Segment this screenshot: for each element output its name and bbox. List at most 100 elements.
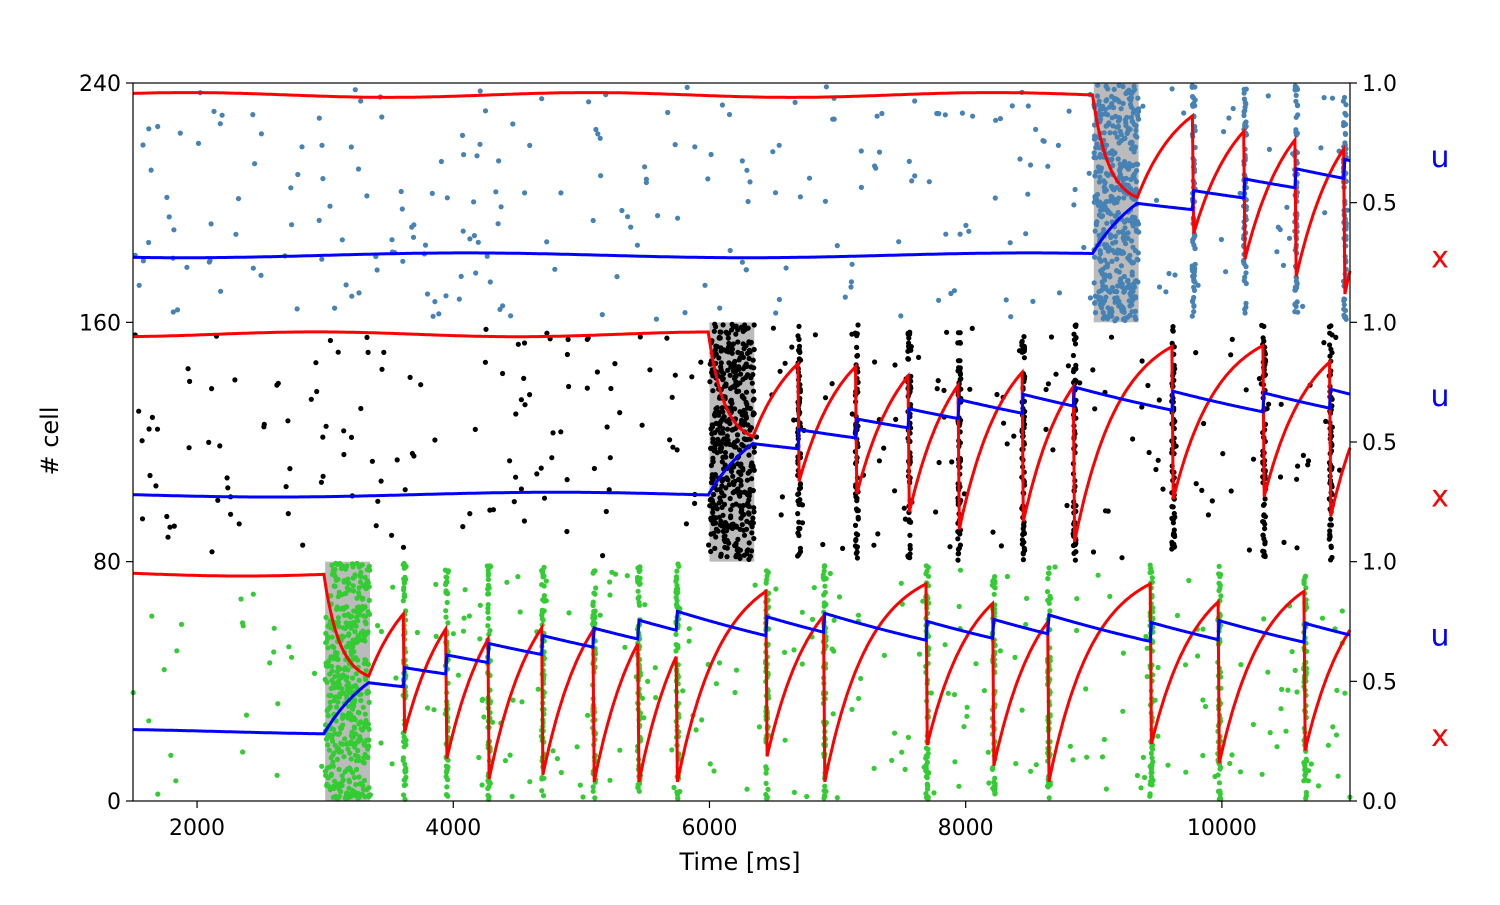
spike-dot xyxy=(136,282,142,288)
spike-dot xyxy=(719,102,726,108)
spike-dot xyxy=(1322,210,1328,216)
spike-dot xyxy=(1116,140,1122,146)
spike-dot xyxy=(1055,142,1061,148)
spike-dot xyxy=(823,84,830,90)
spike-dot xyxy=(558,769,564,776)
spike-dot xyxy=(430,313,436,319)
spike-dot xyxy=(358,98,364,104)
spike-dot xyxy=(539,788,545,794)
spike-dot xyxy=(941,387,947,393)
spike-dot xyxy=(538,465,544,471)
spike-dot xyxy=(1274,744,1280,750)
spike-dot xyxy=(1123,175,1129,181)
spike-dot xyxy=(275,701,281,707)
spike-dot xyxy=(374,267,380,273)
spike-dot xyxy=(736,469,742,475)
spike-dot xyxy=(1139,358,1145,364)
spike-dot xyxy=(483,326,489,332)
spike-dot xyxy=(481,714,487,720)
spike-dot xyxy=(716,660,723,666)
spike-dot xyxy=(831,617,837,623)
spike-dot xyxy=(1003,297,1009,303)
spike-dot xyxy=(541,573,547,579)
spike-dot xyxy=(354,766,360,773)
spike-dot xyxy=(1093,220,1099,226)
spike-dot xyxy=(456,296,462,302)
x-tick-label: 10000 xyxy=(1187,816,1257,841)
spike-dot xyxy=(375,498,381,504)
x-axis-label: Time [ms] xyxy=(679,848,801,876)
spike-dot xyxy=(243,712,250,718)
spike-dot xyxy=(905,553,911,559)
spike-dot xyxy=(1218,593,1224,599)
spike-dot xyxy=(1216,780,1222,786)
spike-dot xyxy=(336,793,342,800)
spike-dot xyxy=(733,364,740,371)
spike-dot xyxy=(1329,95,1336,101)
spike-dot xyxy=(733,667,740,673)
spike-dot xyxy=(725,335,731,341)
spike-dot xyxy=(1246,547,1252,553)
spike-dot xyxy=(705,176,711,182)
spike-dot xyxy=(1008,314,1014,320)
spike-dot xyxy=(541,495,548,501)
spike-dot xyxy=(735,536,741,543)
spike-dot xyxy=(332,583,338,590)
spike-dot xyxy=(400,544,407,550)
series-label-u: u xyxy=(1430,618,1449,653)
y-tick-label: 160 xyxy=(79,311,121,336)
spike-dot xyxy=(354,560,360,567)
spike-dot xyxy=(680,688,686,694)
spike-dot xyxy=(782,737,788,743)
spike-dot xyxy=(707,379,713,385)
spike-dot xyxy=(472,426,478,432)
spike-dot xyxy=(720,512,726,518)
spike-dot xyxy=(855,322,861,328)
spike-dot xyxy=(1023,621,1029,628)
spike-dot xyxy=(1099,754,1106,760)
spike-dot xyxy=(1169,504,1175,510)
spike-dot xyxy=(598,173,604,179)
spike-dot xyxy=(642,602,648,608)
spike-dot xyxy=(1050,447,1056,453)
spike-dot xyxy=(535,686,541,692)
spike-dot xyxy=(1112,233,1118,239)
spike-dot xyxy=(147,472,153,479)
spike-dot xyxy=(1279,686,1285,693)
spike-dot xyxy=(1191,309,1197,315)
spike-dot xyxy=(698,359,704,365)
spike-dot xyxy=(1277,226,1283,233)
spike-dot xyxy=(1126,298,1132,304)
spike-dot xyxy=(822,563,828,569)
spike-dot xyxy=(1342,110,1348,116)
spike-dot xyxy=(708,462,715,469)
y-tick-label: 80 xyxy=(93,551,121,576)
spike-dot xyxy=(906,335,912,341)
spike-dot xyxy=(1092,406,1098,412)
spike-dot xyxy=(1189,94,1196,100)
spike-dot xyxy=(1107,150,1113,156)
spike-dot xyxy=(261,421,267,427)
spike-dot xyxy=(710,455,716,461)
right-tick-label: 0.5 xyxy=(1362,431,1397,456)
spike-dot xyxy=(948,290,954,297)
spike-dot xyxy=(1092,293,1098,299)
spike-dot xyxy=(348,434,355,440)
spike-dot xyxy=(1129,309,1135,315)
spike-dot xyxy=(166,214,172,220)
spike-dot xyxy=(294,306,300,312)
spike-dot xyxy=(713,520,719,526)
spike-dot xyxy=(346,580,352,586)
spike-dot xyxy=(1200,626,1206,632)
spike-dot xyxy=(1045,570,1052,576)
spike-dot xyxy=(733,554,739,560)
spike-dot xyxy=(287,466,293,472)
series-label-x: x xyxy=(1431,480,1449,515)
spike-dot xyxy=(912,98,918,104)
spike-dot xyxy=(1118,263,1124,269)
spike-dot xyxy=(770,325,777,331)
right-tick-label: 0.5 xyxy=(1362,192,1397,217)
spike-dot xyxy=(1326,324,1332,330)
spike-dot xyxy=(355,166,362,172)
